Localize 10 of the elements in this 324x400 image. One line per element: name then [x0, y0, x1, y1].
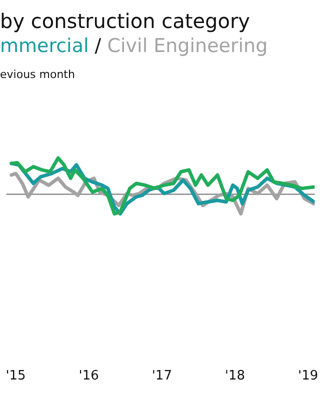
chart-title: by construction category	[0, 8, 252, 34]
x-tick-label: '16	[78, 368, 99, 384]
x-tick-label: '18	[224, 368, 246, 384]
text: evious month	[0, 68, 76, 81]
x-tick-label: '17	[152, 368, 172, 384]
text: /	[94, 35, 102, 57]
x-tick-label: '15	[6, 368, 26, 384]
x-tick-label: '19	[298, 368, 318, 384]
text: mmercial	[0, 35, 89, 57]
text: Civil Engineering	[107, 35, 268, 57]
